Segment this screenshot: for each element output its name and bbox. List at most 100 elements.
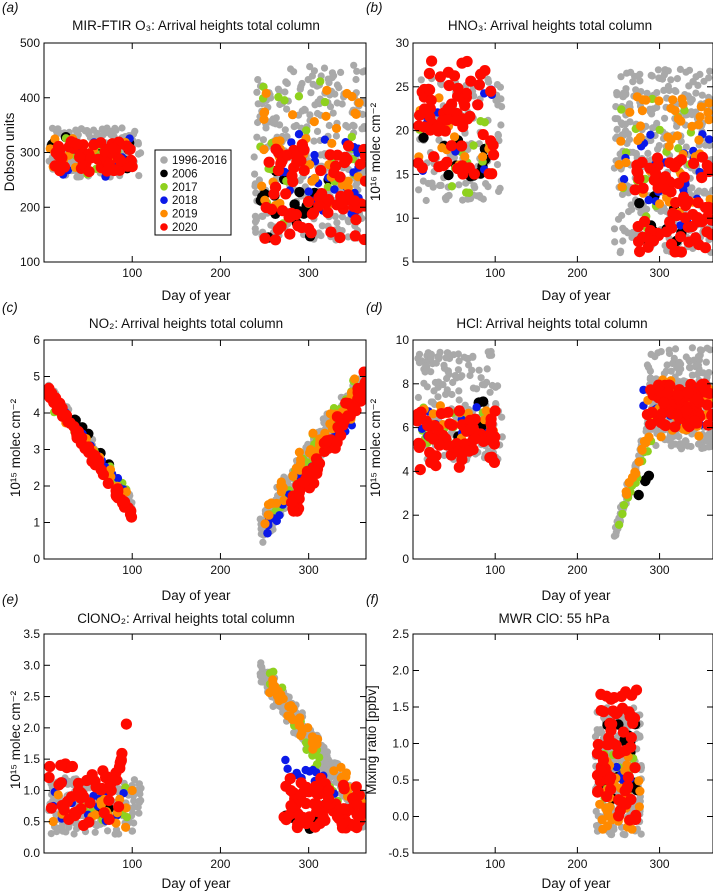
data-point-2020	[602, 738, 615, 751]
data-point-1996-2016	[707, 442, 713, 451]
data-point-1996-2016	[106, 127, 115, 135]
data-point-2020	[437, 160, 450, 172]
data-point-1996-2016	[651, 353, 659, 361]
data-point-2019	[655, 199, 665, 209]
legend-box	[154, 149, 232, 236]
data-point-2020	[634, 246, 646, 258]
data-point-1996-2016	[498, 413, 506, 421]
data-point-2018	[676, 221, 685, 230]
data-point-1996-2016	[455, 357, 463, 365]
data-point-2017	[347, 132, 356, 142]
data-point-1996-2016	[454, 350, 462, 358]
data-point-2020	[272, 223, 284, 235]
legend-marker-2018	[160, 196, 168, 204]
data-point-2020	[331, 436, 343, 449]
y-tick-label-e: 2.5	[23, 690, 40, 704]
data-point-2020	[464, 414, 476, 426]
data-point-1996-2016	[344, 123, 352, 131]
data-point-2020	[445, 140, 458, 152]
data-point-1996-2016	[690, 356, 698, 364]
data-point-2019	[313, 734, 323, 744]
data-point-2020	[350, 214, 362, 226]
legend-label-2018: 2018	[172, 195, 198, 207]
data-point-2017	[269, 667, 278, 676]
data-point-2020	[119, 496, 131, 508]
data-point-1996-2016	[253, 88, 261, 96]
panel-letter-f: (f)	[366, 592, 379, 607]
x-axis-label-e: Day of year	[161, 876, 231, 891]
data-point-2020	[595, 765, 608, 777]
data-point-2019	[121, 487, 131, 497]
data-point-1996-2016	[629, 78, 637, 86]
legend-label-2006: 2006	[172, 168, 198, 180]
data-point-2020	[428, 151, 440, 163]
data-point-2020	[354, 392, 366, 404]
data-point-2020	[287, 176, 299, 188]
data-point-1996-2016	[58, 823, 66, 831]
data-point-1996-2016	[350, 61, 358, 69]
data-point-1996-2016	[455, 396, 463, 404]
data-point-2020	[479, 65, 491, 77]
data-point-1996-2016	[48, 124, 57, 132]
data-point-1996-2016	[118, 124, 126, 132]
data-point-2020	[625, 741, 637, 753]
data-point-2019	[449, 132, 460, 142]
data-point-2020	[323, 785, 335, 797]
data-point-1996-2016	[469, 353, 477, 361]
y-tick-label-e: 0.5	[23, 815, 40, 829]
data-point-2019	[668, 95, 678, 105]
data-point-2020	[444, 418, 456, 430]
data-point-1996-2016	[350, 122, 358, 130]
data-point-2020	[259, 232, 271, 244]
data-point-2006	[640, 474, 651, 486]
data-point-1996-2016	[134, 140, 142, 148]
data-point-2020	[359, 175, 366, 187]
data-point-1996-2016	[259, 136, 267, 144]
data-point-2019	[694, 135, 704, 145]
data-point-1996-2016	[643, 89, 651, 97]
data-point-2020	[430, 450, 442, 462]
data-point-2020	[311, 467, 323, 479]
y-axis-label-e: 10¹⁵ molec cm⁻²	[8, 690, 23, 789]
data-point-2017	[469, 141, 478, 150]
data-point-1996-2016	[135, 172, 143, 180]
data-point-1996-2016	[477, 374, 485, 382]
data-point-2019	[327, 138, 337, 148]
data-point-2020	[603, 775, 616, 787]
data-point-2020	[700, 384, 712, 396]
data-point-1996-2016	[700, 187, 709, 195]
data-point-1996-2016	[317, 151, 325, 159]
data-point-2020	[622, 771, 635, 783]
legend-marker-2017	[160, 183, 168, 191]
data-point-1996-2016	[654, 145, 662, 153]
data-point-2020	[114, 154, 126, 166]
data-point-1996-2016	[137, 149, 145, 157]
y-tick-label-f: 0.0	[392, 810, 409, 824]
data-point-2019	[637, 106, 648, 116]
data-point-2019	[285, 711, 295, 721]
data-point-2019	[437, 143, 447, 153]
y-tick-label-f: 1.5	[392, 700, 409, 714]
data-point-2020	[629, 184, 641, 196]
data-point-2020	[323, 793, 335, 805]
data-point-1996-2016	[492, 400, 500, 408]
y-tick-label-d: 8	[402, 377, 409, 391]
y-tick-label-c: 4	[33, 406, 40, 420]
data-point-2020	[44, 771, 55, 784]
data-point-1996-2016	[593, 726, 601, 734]
data-point-2019	[322, 85, 332, 95]
data-point-2020	[336, 197, 348, 209]
data-point-1996-2016	[465, 361, 473, 369]
data-point-2020	[358, 366, 366, 378]
data-point-1996-2016	[421, 368, 429, 376]
data-point-2020	[675, 231, 687, 243]
data-point-1996-2016	[359, 110, 366, 118]
panel-title-f: MWR ClO: 55 hPa	[498, 611, 610, 626]
data-point-2018	[472, 403, 481, 412]
y-axis-label-d: 10¹⁵ molec cm⁻²	[368, 398, 383, 497]
data-point-2019	[634, 776, 644, 786]
data-point-2019	[260, 519, 270, 529]
data-point-2019	[601, 803, 611, 813]
data-point-1996-2016	[610, 225, 619, 233]
